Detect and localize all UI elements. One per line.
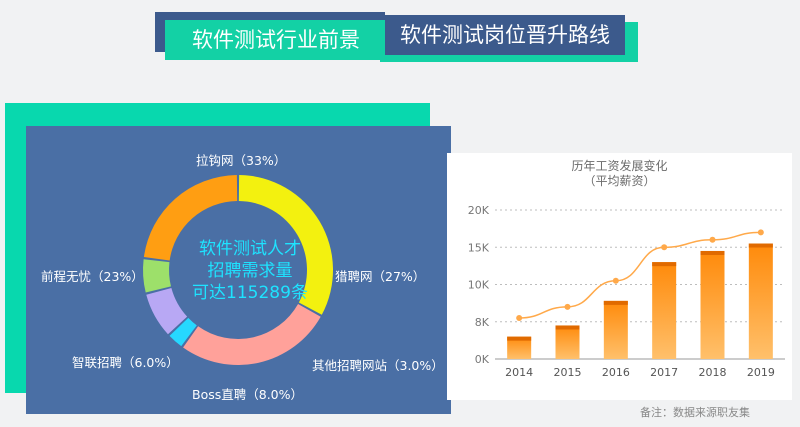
salary-chart-panel: 历年工资发展变化 （平均薪资） 0K 8K 10K 15K 20K 2014 2015 201… (447, 153, 792, 400)
x-tick-label: 2019 (747, 366, 775, 379)
x-tick-label: 2018 (699, 366, 727, 379)
bar-top-2017 (652, 262, 677, 267)
donut-center-text: 软件测试人才 招聘需求量 可达115289条 (180, 238, 320, 304)
donut-slice-1 (183, 303, 321, 366)
bar-2016 (603, 300, 628, 359)
bar-2014 (507, 336, 532, 359)
y-tick-label: 8K (475, 316, 490, 329)
tab-career-path[interactable]: 软件测试岗位晋升路线 (385, 15, 625, 55)
salary-bar-chart: 0K 8K 10K 15K 20K 2014 2015 2016 2017 2018 2019 (468, 204, 785, 379)
donut-slice-2 (169, 317, 197, 347)
trend-point (516, 315, 523, 322)
source-note: 备注：数据来源职友集 (640, 406, 750, 419)
bar-top-2015 (555, 325, 580, 330)
y-tick-label: 10K (468, 279, 490, 292)
bar-top-2018 (700, 250, 725, 255)
bar-top-2016 (603, 300, 628, 305)
chart-title: 历年工资发展变化 (571, 159, 668, 173)
donut-slice-4 (142, 259, 171, 293)
y-tick-label: 20K (468, 204, 490, 217)
donut-slice-5 (143, 175, 238, 261)
x-tick-label: 2017 (650, 366, 678, 379)
label-boss: Boss直聘（8.0%） (192, 387, 304, 402)
chart-title-block: 历年工资发展变化 （平均薪资） (447, 159, 792, 189)
trend-point (757, 229, 764, 236)
bar-2019 (748, 243, 773, 359)
label-other-sites: 其他招聘网站（3.0%） (312, 358, 444, 373)
donut-slice-0 (238, 175, 333, 315)
trend-point (709, 236, 716, 243)
y-tick-label: 15K (468, 241, 490, 254)
x-tick-label: 2015 (554, 366, 582, 379)
label-liepin: 猎聘网（27%） (335, 269, 426, 284)
bar-2018 (700, 250, 725, 359)
center-line-2: 招聘需求量 (207, 261, 293, 281)
donut-slice-3 (146, 287, 188, 335)
chart-subtitle: （平均薪资） (583, 174, 656, 188)
bar-top-2019 (748, 243, 773, 248)
trend-point (564, 303, 571, 310)
center-line-3: 可达115289条 (192, 283, 308, 303)
trend-point (661, 244, 668, 251)
donut-panel (26, 126, 451, 414)
label-qiancheng: 前程无忧（23%） (41, 269, 144, 284)
bar-2015 (555, 325, 580, 359)
tab-industry-outlook[interactable]: 软件测试行业前景 (165, 20, 387, 60)
label-lagou: 拉钩网（33%） (196, 153, 287, 168)
x-tick-label: 2016 (602, 366, 630, 379)
trend-point (612, 277, 619, 284)
label-zhilian: 智联招聘（6.0%） (72, 355, 179, 370)
trend-line (519, 231, 761, 319)
y-tick-label: 0K (475, 353, 490, 366)
x-tick-label: 2014 (505, 366, 533, 379)
center-line-1: 软件测试人才 (199, 239, 301, 259)
bar-2017 (652, 262, 677, 359)
bar-top-2014 (507, 336, 532, 341)
